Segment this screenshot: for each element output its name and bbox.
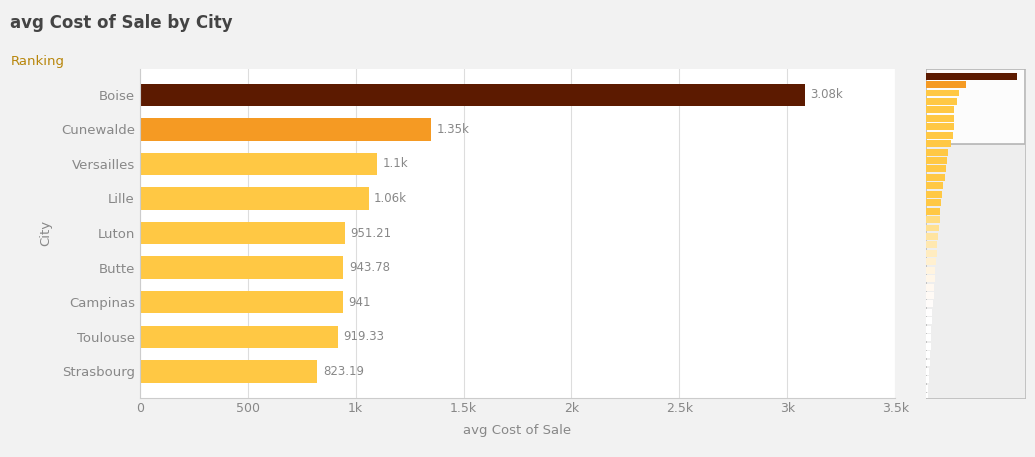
Bar: [926, 98, 957, 105]
Bar: [140, 84, 804, 106]
Bar: [926, 165, 946, 172]
Bar: [926, 90, 958, 96]
Bar: [926, 149, 948, 155]
Text: 1.35k: 1.35k: [437, 123, 470, 136]
Bar: [926, 334, 932, 341]
Bar: [926, 157, 947, 164]
Bar: [926, 69, 1025, 144]
Text: 943.78: 943.78: [349, 261, 390, 274]
Bar: [140, 291, 343, 314]
Bar: [926, 115, 954, 122]
Text: 951.21: 951.21: [351, 227, 391, 239]
Bar: [926, 132, 953, 138]
Bar: [140, 118, 432, 141]
Bar: [926, 106, 954, 113]
Text: 823.19: 823.19: [323, 365, 364, 378]
Bar: [140, 325, 338, 348]
Bar: [926, 284, 935, 291]
Bar: [140, 187, 368, 210]
Text: 919.33: 919.33: [344, 330, 385, 343]
Bar: [926, 275, 935, 282]
Text: avg Cost of Sale by City: avg Cost of Sale by City: [10, 14, 233, 32]
Bar: [926, 174, 945, 181]
Bar: [140, 153, 377, 175]
Bar: [926, 233, 938, 240]
Bar: [926, 191, 942, 198]
Bar: [926, 224, 939, 231]
Text: 941: 941: [348, 296, 371, 309]
Bar: [926, 140, 950, 147]
Bar: [926, 343, 930, 350]
Text: 3.08k: 3.08k: [810, 88, 842, 101]
Text: Ranking: Ranking: [10, 55, 64, 68]
Bar: [926, 317, 932, 324]
Bar: [926, 207, 941, 215]
Bar: [140, 256, 344, 279]
Bar: [926, 393, 928, 400]
Bar: [926, 368, 929, 375]
Text: 1.06k: 1.06k: [374, 192, 407, 205]
Bar: [926, 292, 934, 299]
Bar: [926, 377, 928, 383]
Bar: [140, 360, 318, 383]
Bar: [140, 222, 345, 244]
Bar: [926, 267, 936, 274]
Bar: [926, 309, 933, 316]
X-axis label: avg Cost of Sale: avg Cost of Sale: [464, 424, 571, 437]
Bar: [926, 351, 930, 358]
Bar: [926, 182, 943, 189]
Bar: [926, 199, 941, 206]
Bar: [926, 250, 937, 257]
Bar: [926, 241, 937, 248]
Bar: [926, 301, 934, 308]
Bar: [926, 73, 1016, 80]
Y-axis label: City: City: [39, 220, 53, 246]
Bar: [926, 385, 928, 392]
Bar: [926, 258, 936, 265]
Bar: [926, 123, 954, 130]
Text: 1.1k: 1.1k: [383, 157, 408, 170]
Bar: [926, 81, 966, 88]
Bar: [926, 216, 940, 223]
Bar: [926, 326, 932, 333]
Bar: [926, 360, 929, 367]
